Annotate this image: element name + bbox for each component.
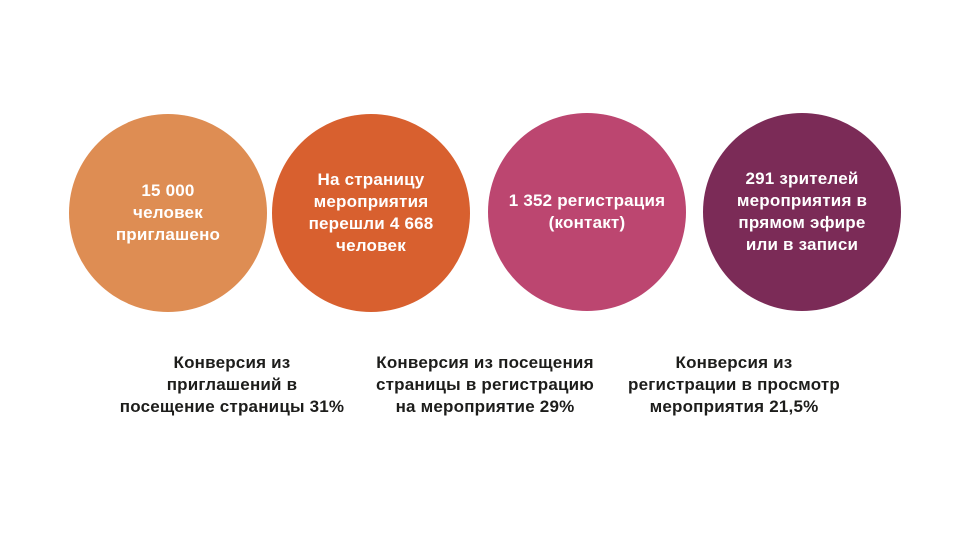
funnel-stage-invited-label: 15 000 человек приглашено (115, 181, 221, 244)
conversion-note-registration-to-view: Конверсия из регистрации в просмотр меро… (628, 353, 840, 416)
funnel-stage-registrations: 1 352 регистрация (контакт) (488, 113, 686, 311)
funnel-stage-page-visits: На страницу мероприятия перешли 4 668 че… (272, 114, 470, 312)
conversion-note-visit-to-registration: Конверсия из посещения страницы в регист… (375, 353, 594, 416)
funnel-stage-registrations-label: 1 352 регистрация (контакт) (508, 191, 666, 232)
funnel-stage-viewers-label: 291 зрителей мероприятия в прямом эфире … (736, 169, 868, 254)
funnel-stage-viewers: 291 зрителей мероприятия в прямом эфире … (703, 113, 901, 311)
funnel-stage-invited: 15 000 человек приглашено (69, 114, 267, 312)
conversion-note-invite-to-visit: Конверсия из приглашений в посещение стр… (119, 353, 345, 416)
funnel-stage-page-visits-label: На страницу мероприятия перешли 4 668 че… (308, 170, 434, 255)
